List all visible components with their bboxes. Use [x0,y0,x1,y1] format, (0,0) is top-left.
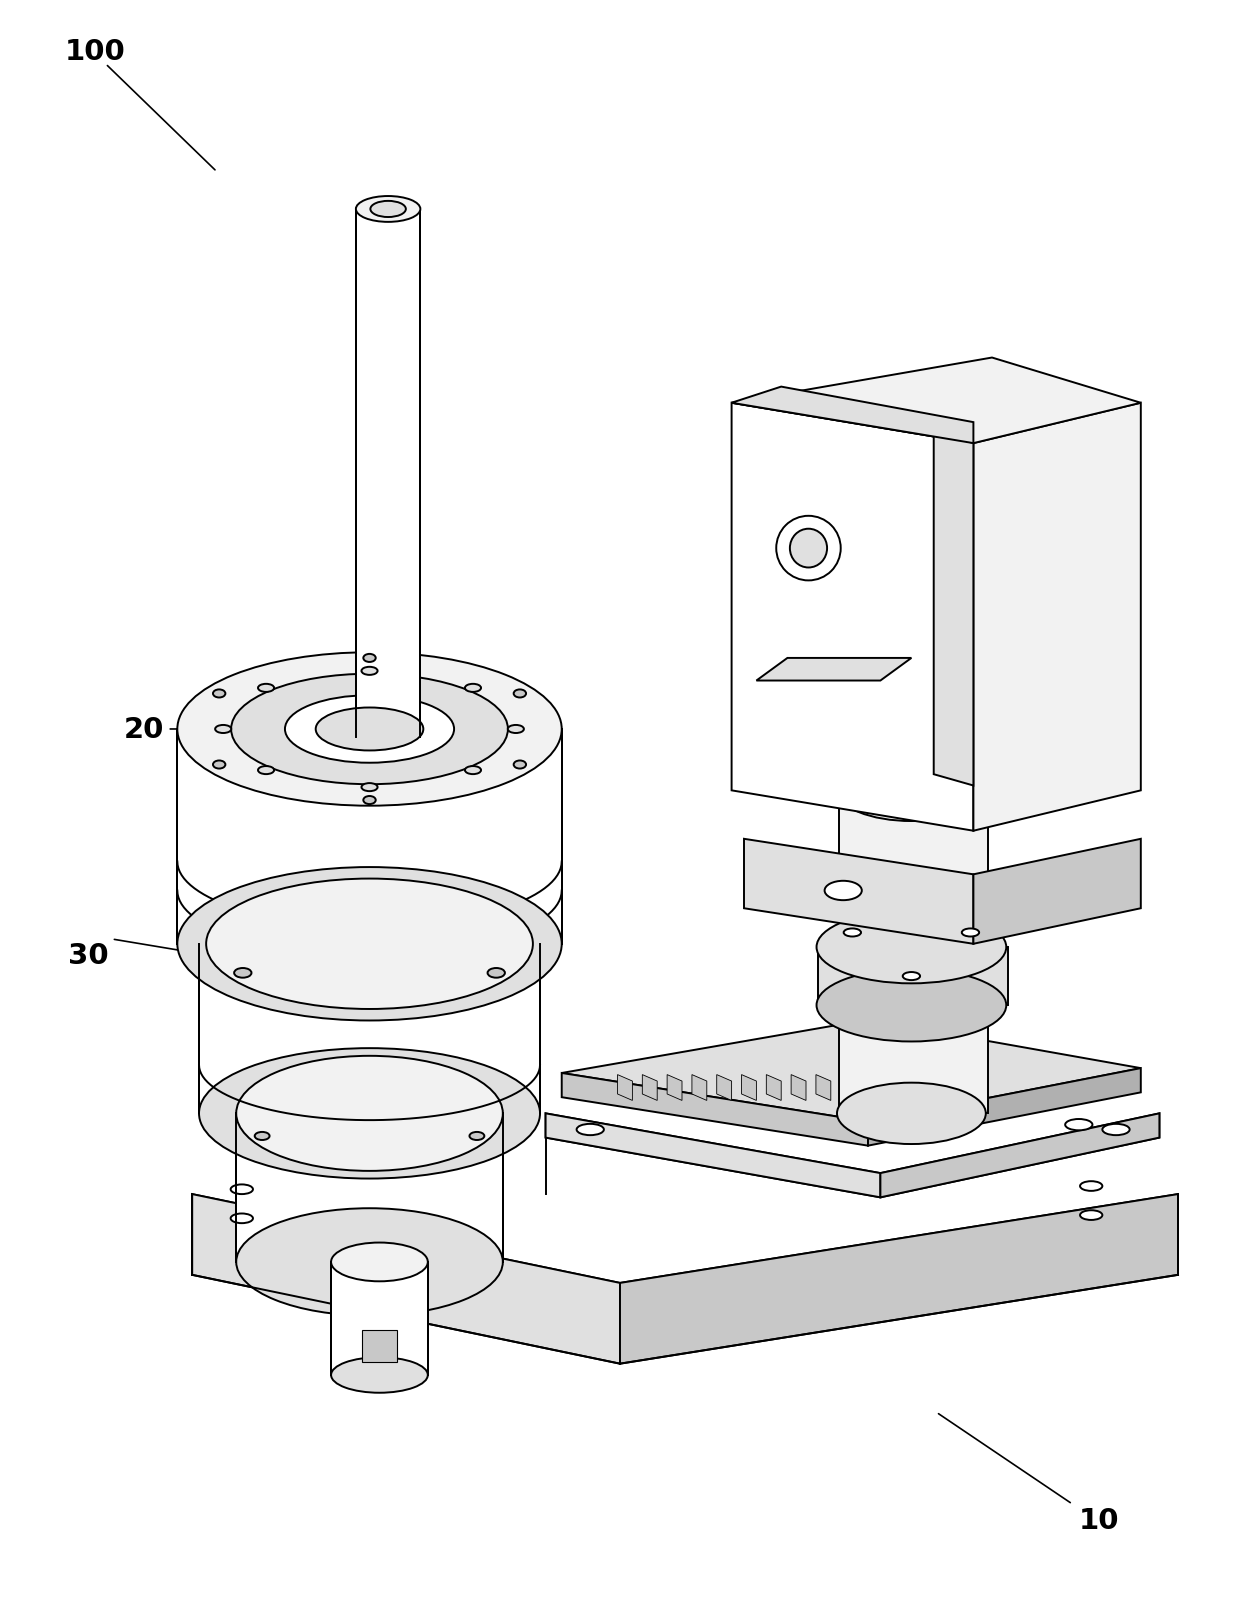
Ellipse shape [513,689,526,697]
Polygon shape [356,210,420,738]
Ellipse shape [331,1357,428,1393]
Ellipse shape [363,797,376,805]
Ellipse shape [231,1214,253,1223]
Polygon shape [692,1075,707,1101]
Ellipse shape [234,968,252,978]
Polygon shape [620,1194,1178,1364]
Polygon shape [742,1075,756,1101]
Ellipse shape [331,1243,428,1282]
Text: 100: 100 [64,37,125,66]
Ellipse shape [213,689,226,697]
Ellipse shape [837,1083,986,1144]
Polygon shape [192,1194,1178,1332]
Polygon shape [177,730,562,944]
Ellipse shape [371,202,405,218]
Polygon shape [562,1020,1141,1122]
Ellipse shape [903,972,920,981]
Polygon shape [562,1073,868,1146]
Ellipse shape [177,868,562,1022]
Polygon shape [756,659,911,681]
Polygon shape [732,404,973,831]
Ellipse shape [285,696,454,763]
Ellipse shape [356,197,420,223]
Polygon shape [818,947,1008,1006]
Polygon shape [546,1114,880,1198]
Bar [362,1330,397,1362]
Ellipse shape [825,881,862,901]
Ellipse shape [465,684,481,692]
Ellipse shape [236,1209,503,1315]
Ellipse shape [1080,1181,1102,1191]
Ellipse shape [362,783,377,792]
Ellipse shape [198,1049,541,1178]
Ellipse shape [816,910,1007,983]
Ellipse shape [258,684,274,692]
Polygon shape [744,839,973,944]
Ellipse shape [465,767,481,775]
Polygon shape [732,387,973,444]
Ellipse shape [470,1133,485,1141]
Ellipse shape [487,968,505,978]
Ellipse shape [1065,1120,1092,1130]
Polygon shape [717,1075,732,1101]
Polygon shape [331,1262,428,1375]
Ellipse shape [577,1125,604,1136]
Polygon shape [868,1068,1141,1146]
Ellipse shape [1080,1210,1102,1220]
Ellipse shape [216,726,231,733]
Polygon shape [192,1194,620,1364]
Polygon shape [732,358,1141,444]
Ellipse shape [177,652,562,805]
Ellipse shape [816,968,1007,1043]
Polygon shape [973,404,1141,831]
Polygon shape [546,1114,1159,1198]
Polygon shape [198,944,541,1114]
Ellipse shape [206,880,533,1009]
Text: 40: 40 [1004,554,1045,583]
Ellipse shape [254,1133,269,1141]
Ellipse shape [508,726,523,733]
Ellipse shape [258,767,274,775]
Ellipse shape [790,529,827,568]
Polygon shape [667,1075,682,1101]
Text: 20: 20 [124,715,165,744]
Polygon shape [791,1075,806,1101]
Polygon shape [934,433,973,786]
Ellipse shape [962,928,980,936]
Polygon shape [618,1075,632,1101]
Ellipse shape [213,760,226,770]
Polygon shape [973,839,1141,944]
Ellipse shape [363,654,376,662]
Ellipse shape [1102,1125,1130,1136]
Ellipse shape [513,760,526,770]
Text: 10: 10 [1079,1506,1120,1535]
Ellipse shape [231,675,508,784]
Text: 30: 30 [68,941,109,970]
Polygon shape [236,1114,503,1262]
Ellipse shape [231,1185,253,1194]
Polygon shape [839,791,988,1114]
Ellipse shape [362,667,377,675]
Polygon shape [880,1114,1159,1198]
Polygon shape [766,1075,781,1101]
Ellipse shape [776,516,841,581]
Ellipse shape [236,1056,503,1172]
Polygon shape [816,1075,831,1101]
Ellipse shape [837,760,986,822]
Polygon shape [642,1075,657,1101]
Ellipse shape [843,928,861,936]
Ellipse shape [316,709,423,751]
